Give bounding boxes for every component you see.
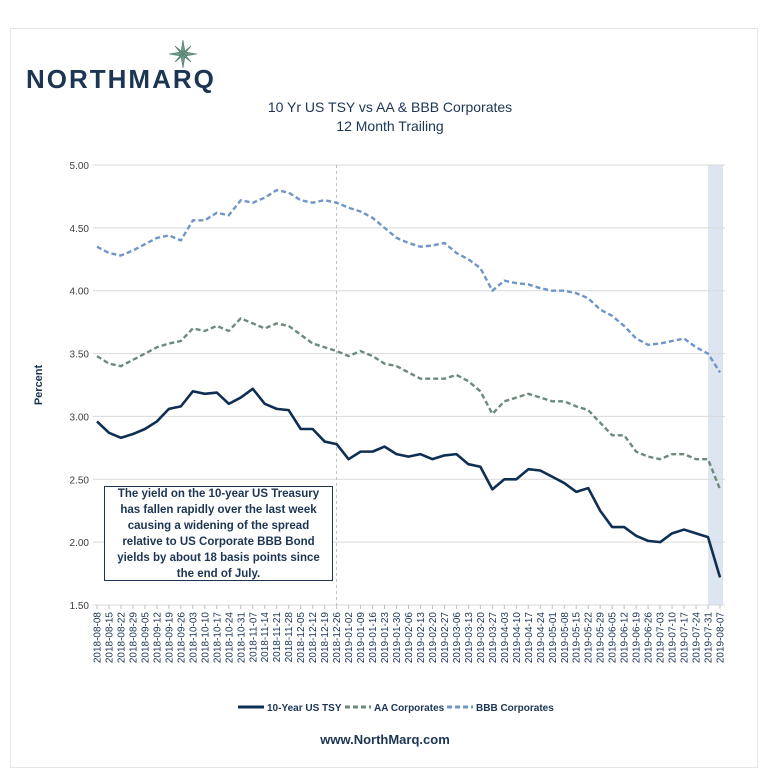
x-tick-label: 2018-10-10 xyxy=(200,612,211,664)
x-tick-label: 2018-11-14 xyxy=(260,612,271,663)
y-tick-label: 2.00 xyxy=(70,538,90,549)
series-line-1 xyxy=(96,317,722,490)
x-tick-label: 2019-06-26 xyxy=(644,612,655,664)
x-tick-label: 2018-10-03 xyxy=(188,612,199,664)
x-tick-label: 2019-08-07 xyxy=(716,612,727,664)
x-tick-label: 2019-01-02 xyxy=(344,612,355,664)
x-tick-label: 2018-12-19 xyxy=(320,612,331,664)
x-tick-label: 2019-01-16 xyxy=(368,612,379,664)
y-tick-label: 3.50 xyxy=(70,350,90,361)
y-tick-label: 3.00 xyxy=(70,412,90,423)
x-tick-label: 2019-05-29 xyxy=(596,612,607,664)
x-tick-label: 2019-01-09 xyxy=(356,612,367,664)
x-tick-label: 2019-02-13 xyxy=(416,612,427,664)
legend-label: 10-Year US TSY xyxy=(267,703,342,714)
legend-label: BBB Corporates xyxy=(476,703,554,714)
x-tick-label: 2019-07-31 xyxy=(704,612,715,664)
x-tick-label: 2019-07-10 xyxy=(668,612,679,664)
x-tick-label: 2019-03-20 xyxy=(476,612,487,664)
x-tick-label: 2019-04-24 xyxy=(536,612,547,664)
y-tick-label: 4.00 xyxy=(70,287,90,298)
x-tick-label: 2018-10-17 xyxy=(212,612,223,664)
x-tick-label: 2019-04-03 xyxy=(500,612,511,664)
x-tick-label: 2019-05-22 xyxy=(584,612,595,664)
x-tick-label: 2019-05-01 xyxy=(548,612,559,664)
x-tick-label: 2019-06-12 xyxy=(620,612,631,664)
legend-label: AA Corporates xyxy=(374,703,445,714)
x-tick-label: 2018-11-28 xyxy=(284,612,295,663)
x-tick-label: 2018-08-15 xyxy=(104,612,115,664)
x-tick-label: 2019-07-24 xyxy=(692,612,703,664)
x-tick-label: 2019-03-06 xyxy=(452,612,463,664)
x-tick-label: 2018-09-26 xyxy=(176,612,187,664)
compass-star-icon xyxy=(168,39,198,69)
x-tick-label: 2018-11-07 xyxy=(248,612,259,663)
x-tick-label: 2019-02-20 xyxy=(428,612,439,664)
x-tick-label: 2019-05-08 xyxy=(560,612,571,664)
x-tick-label: 2018-12-05 xyxy=(296,612,307,664)
x-tick-label: 2019-01-23 xyxy=(380,612,391,664)
x-tick-label: 2018-09-12 xyxy=(152,612,163,664)
y-tick-label: 4.50 xyxy=(70,224,90,235)
x-tick-label: 2019-06-19 xyxy=(632,612,643,664)
series-line-2 xyxy=(96,188,722,374)
annotation-text: The yield on the 10-year US Treasury has… xyxy=(117,487,320,580)
y-tick-label: 2.50 xyxy=(70,475,90,486)
northmarq-logo: NorthMarq xyxy=(26,38,236,96)
x-tick-label: 2018-09-05 xyxy=(140,612,151,664)
x-tick-label: 2019-04-17 xyxy=(524,612,535,664)
x-tick-label: 2019-03-13 xyxy=(464,612,475,664)
x-tick-label: 2018-08-29 xyxy=(128,612,139,664)
y-axis-label: Percent xyxy=(33,364,45,405)
x-tick-label: 2018-12-26 xyxy=(332,612,343,664)
x-tick-label: 2019-01-30 xyxy=(392,612,403,664)
x-tick-label: 2019-04-10 xyxy=(512,612,523,664)
y-tick-label: 1.50 xyxy=(70,601,90,612)
x-tick-label: 2019-05-15 xyxy=(572,612,583,664)
x-tick-label: 2018-10-24 xyxy=(224,612,235,664)
y-tick-label: 5.00 xyxy=(70,161,90,172)
x-tick-label: 2019-07-03 xyxy=(656,612,667,664)
footer-url[interactable]: www.NorthMarq.com xyxy=(320,732,450,747)
x-tick-label: 2019-02-06 xyxy=(404,612,415,664)
chart-subtitle: 12 Month Trailing xyxy=(336,118,444,134)
logo-text: NorthMarq xyxy=(26,64,216,94)
x-tick-label: 2018-10-31 xyxy=(236,612,247,664)
x-tick-label: 2019-07-17 xyxy=(680,612,691,664)
x-tick-label: 2018-12-12 xyxy=(308,612,319,664)
x-tick-label: 2018-09-19 xyxy=(164,612,175,664)
x-tick-label: 2018-11-21 xyxy=(272,612,283,663)
x-tick-label: 2019-03-27 xyxy=(488,612,499,664)
x-tick-label: 2019-02-27 xyxy=(440,612,451,664)
chart-frame xyxy=(10,28,758,768)
x-tick-label: 2018-08-08 xyxy=(93,612,104,664)
x-tick-label: 2019-06-05 xyxy=(608,612,619,664)
chart-title-block: 10 Yr US TSY vs AA & BBB Corporates 12 M… xyxy=(240,98,540,136)
x-tick-label: 2018-08-22 xyxy=(116,612,127,664)
chart-title: 10 Yr US TSY vs AA & BBB Corporates xyxy=(267,99,513,115)
annotation-box: The yield on the 10-year US Treasury has… xyxy=(104,486,333,581)
shaded-period xyxy=(708,165,723,605)
